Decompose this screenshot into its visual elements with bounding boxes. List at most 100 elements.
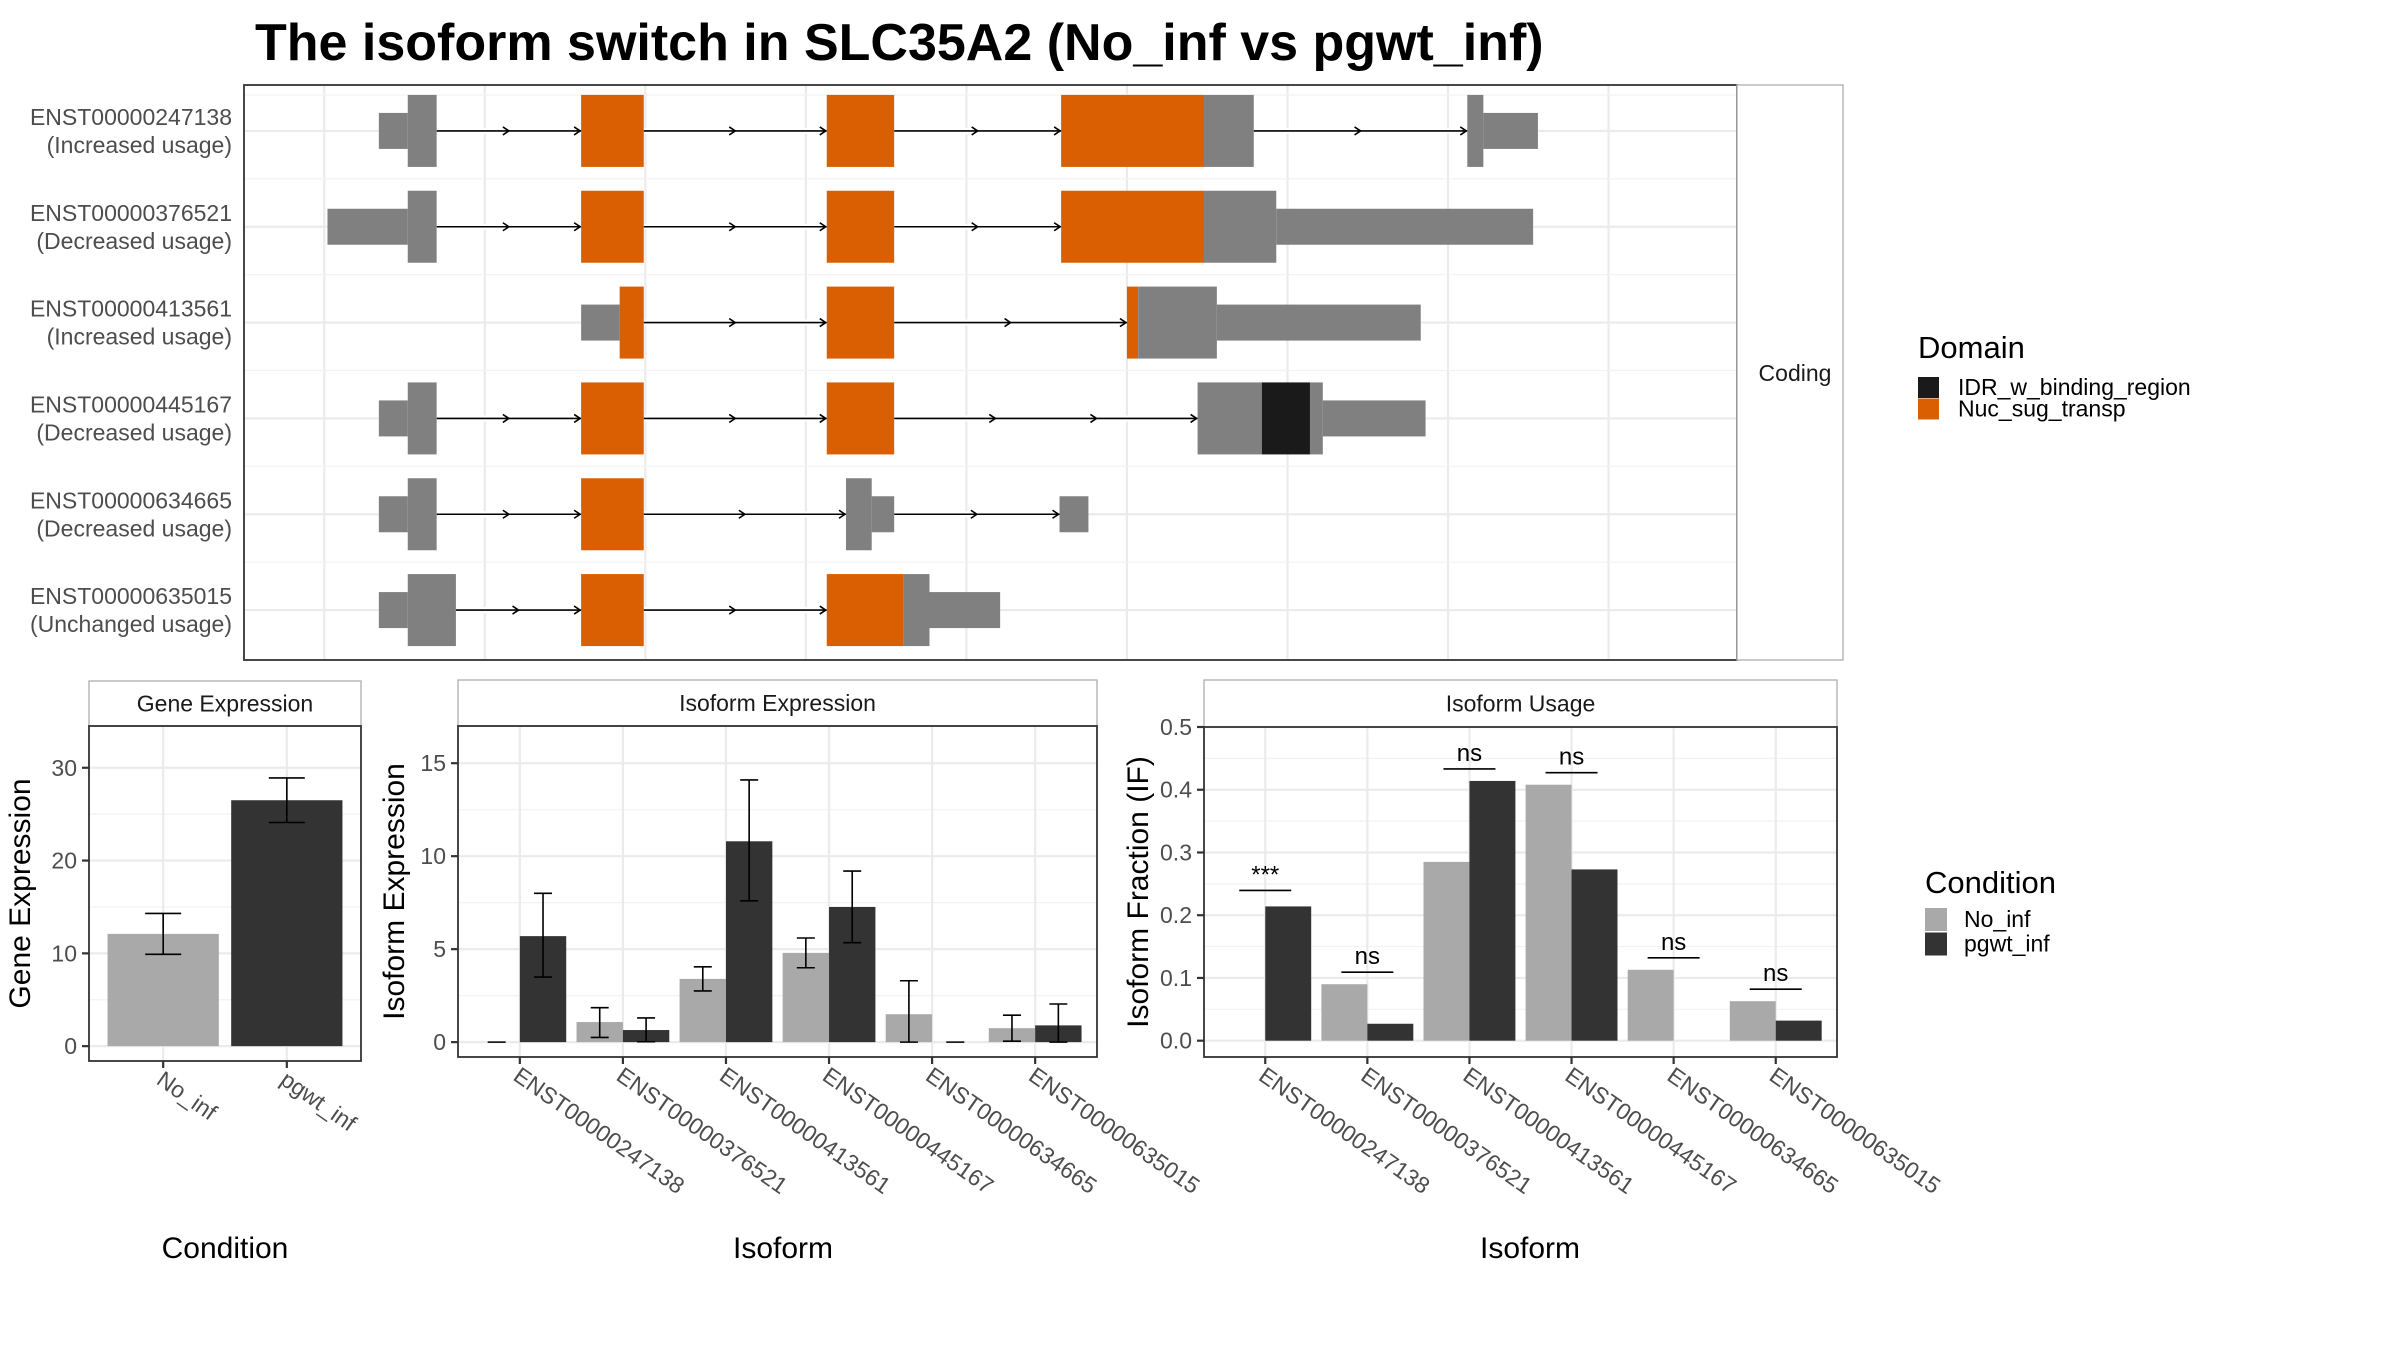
legend-key-idr-w-binding-region xyxy=(1918,377,1939,398)
x-tick-label: ENST00000413561 xyxy=(1459,1062,1639,1199)
transcript-row: ENST00000376521(Decreased usage) xyxy=(30,190,1534,263)
bar-pgwt-inf xyxy=(1571,869,1618,1041)
transcript-id-label: ENST00000445167 xyxy=(30,391,232,417)
transcript-id-label: ENST00000376521 xyxy=(30,200,232,226)
intron-arrow-icon xyxy=(971,222,980,232)
transcript-id-label: ENST00000247138 xyxy=(30,104,232,130)
facet-strip xyxy=(88,680,362,727)
facet-strip-title: Isoform Usage xyxy=(1446,691,1596,717)
y-tick-label: 0.1 xyxy=(1160,965,1192,991)
y-tick-label: 30 xyxy=(51,755,77,781)
x-tick-label: ENST00000445167 xyxy=(1561,1062,1741,1199)
intron-arrow-icon xyxy=(728,317,737,328)
bar-no-inf xyxy=(1525,784,1572,1041)
exon-coding xyxy=(407,190,437,263)
y-axis-title: Gene Expression xyxy=(4,778,37,1008)
isoform-expression-panel: Isoform Expression051015ENST00000247138E… xyxy=(378,679,1205,1265)
intron-arrow-icon xyxy=(819,317,828,328)
intron-arrow-icon xyxy=(1459,126,1468,136)
significance-label: ns xyxy=(1763,960,1788,987)
bar-pgwt-inf xyxy=(1367,1023,1414,1041)
x-tick-label: ENST00000413561 xyxy=(715,1062,895,1199)
y-axis-title: Isoform Expression xyxy=(378,763,411,1020)
intron-arrow-icon xyxy=(819,126,828,136)
exon-coding xyxy=(903,574,930,647)
transcript-structure-panel: ENST00000247138(Increased usage)ENST0000… xyxy=(30,84,1844,661)
intron-arrow-icon xyxy=(502,126,511,136)
exon-domain-nuc-sug-transp xyxy=(826,190,895,263)
gene-expression-panel: Gene Expression 0 10 20 30 No_inf pgwt_inf Cond… xyxy=(4,680,362,1265)
significance-label: ns xyxy=(1661,929,1686,956)
bar-no-inf xyxy=(1321,984,1368,1041)
intron-arrow-icon xyxy=(502,413,511,424)
exon-utr xyxy=(378,400,408,437)
transcript-row: ENST00000635015(Unchanged usage) xyxy=(30,574,1001,647)
exon-coding xyxy=(846,478,872,551)
intron-arrow-icon xyxy=(1053,126,1062,136)
transcript-usage-label: (Decreased usage) xyxy=(36,419,232,445)
exon-domain-nuc-sug-transp xyxy=(826,286,895,359)
facet-label-coding: Coding xyxy=(1759,360,1832,386)
bar-no-inf xyxy=(1627,969,1674,1041)
transcript-id-label: ENST00000413561 xyxy=(30,296,232,322)
exon-coding xyxy=(407,574,456,647)
exon-domain-nuc-sug-transp xyxy=(581,190,644,263)
error-bar xyxy=(534,892,553,978)
error-bar xyxy=(590,1006,609,1039)
bar-pgwt-inf xyxy=(1775,1020,1822,1041)
legend-label: pgwt_inf xyxy=(1964,931,2050,957)
exon-domain-nuc-sug-transp xyxy=(1126,286,1139,359)
x-tick-label: ENST00000247138 xyxy=(509,1062,689,1199)
intron-arrow-icon xyxy=(728,605,737,615)
y-tick-label: 0.4 xyxy=(1160,777,1192,803)
exon-utr xyxy=(378,496,408,533)
panel-border xyxy=(1203,726,1838,1058)
exon-utr xyxy=(1483,112,1538,149)
intron-arrow-icon xyxy=(971,126,980,136)
intron-arrow-icon xyxy=(1119,317,1128,328)
transcript-grid xyxy=(244,85,1737,660)
exon-domain-nuc-sug-transp xyxy=(581,478,644,551)
intron-arrow-icon xyxy=(819,413,828,424)
intron-arrow-icon xyxy=(728,222,737,232)
exon-utr xyxy=(327,208,408,245)
x-tick-label: ENST00000376521 xyxy=(1356,1062,1536,1199)
intron-arrow-icon xyxy=(502,222,511,232)
transcript-usage-label: (Increased usage) xyxy=(47,324,232,350)
y-tick-label: 0.2 xyxy=(1160,902,1192,928)
intron-arrow-icon xyxy=(1354,126,1362,136)
x-tick-label: ENST00000635015 xyxy=(1024,1062,1204,1199)
intron-arrow-icon xyxy=(970,509,979,519)
intron-arrow-icon xyxy=(738,509,747,519)
exon-domain-idr-w-binding-region xyxy=(1261,382,1310,455)
x-tick-label: pgwt_inf xyxy=(276,1066,362,1137)
exon-utr xyxy=(378,592,408,629)
x-axis-title: Isoform xyxy=(1480,1232,1580,1265)
x-axis-title: Isoform xyxy=(733,1232,833,1265)
exon-coding xyxy=(407,94,437,167)
error-bar xyxy=(1002,1014,1021,1042)
exon-domain-nuc-sug-transp xyxy=(826,382,895,455)
error-bar xyxy=(637,1017,656,1043)
transcript-usage-label: (Increased usage) xyxy=(47,132,232,158)
x-tick-label: ENST00000634665 xyxy=(1663,1062,1843,1199)
transcript-usage-label: (Unchanged usage) xyxy=(30,611,232,637)
exon-utr xyxy=(581,304,620,341)
y-tick-label: 0.5 xyxy=(1160,714,1192,740)
exon-utr xyxy=(871,496,895,533)
y-tick-label: 5 xyxy=(433,936,446,962)
y-axis-title: Isoform Fraction (IF) xyxy=(1122,756,1155,1028)
figure-title: The isoform switch in SLC35A2 (No_inf vs… xyxy=(255,14,1544,72)
transcript-row: ENST00000445167(Decreased usage) xyxy=(30,382,1426,455)
intron-arrow-icon xyxy=(502,509,511,519)
exon-domain-nuc-sug-transp xyxy=(1061,190,1205,263)
panel-border xyxy=(457,725,1098,1058)
intron-arrow-icon xyxy=(573,605,582,615)
bar-pgwt-inf xyxy=(1265,906,1312,1041)
transcript-usage-label: (Decreased usage) xyxy=(36,228,232,254)
y-tick-label: 10 xyxy=(51,940,77,966)
exon-coding xyxy=(1204,94,1254,167)
error-bar xyxy=(796,937,815,969)
exon-domain-nuc-sug-transp xyxy=(581,382,644,455)
